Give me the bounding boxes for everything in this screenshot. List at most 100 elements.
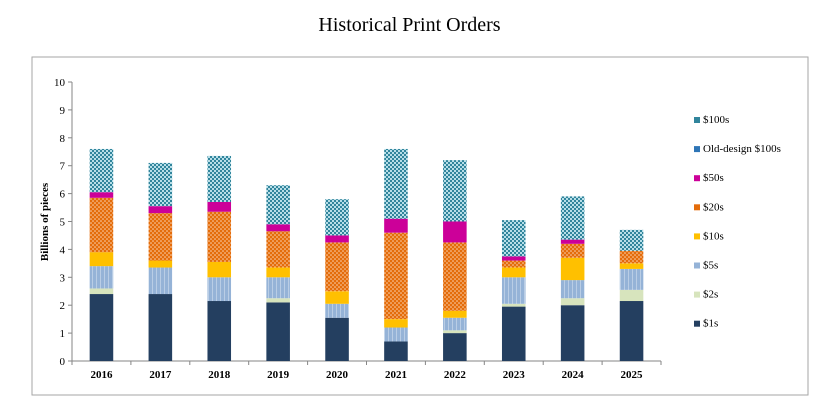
bar-segment-100s <box>266 185 290 225</box>
bar-segment-10s <box>443 310 467 318</box>
y-tick-label: 1 <box>60 328 66 340</box>
y-tick-label: 3 <box>60 272 66 284</box>
bar-segment-1s <box>560 305 585 361</box>
legend-label-100s: $100s <box>703 114 729 126</box>
bar-segment-10s <box>560 257 585 281</box>
legend-label-50s: $50s <box>703 172 724 184</box>
bar-segment-2s <box>443 330 467 334</box>
bar-segment-50s <box>89 192 114 198</box>
bar-segment-100s <box>207 155 232 202</box>
bar-segment-10s <box>89 252 114 267</box>
bar-segment-1s <box>501 306 526 361</box>
x-tick-label: 2018 <box>208 369 231 381</box>
bar-stack-2019 <box>266 185 290 361</box>
bar-segment-10s <box>384 319 408 328</box>
bar-segment-20s <box>443 242 467 311</box>
bar-segment-5s <box>266 277 290 299</box>
x-tick-label: 2023 <box>503 369 526 381</box>
y-tick-label: 5 <box>60 217 66 229</box>
bar-segment-100s <box>325 199 349 236</box>
x-tick-label: 2021 <box>385 369 407 381</box>
bar-segment-5s <box>501 277 526 304</box>
bar-segment-2s <box>560 298 585 306</box>
y-tick-label: 10 <box>54 77 66 89</box>
legend-swatch-5s <box>694 262 700 269</box>
bar-segment-5s <box>443 317 467 331</box>
chart-frame <box>31 56 809 396</box>
bar-segment-5s <box>207 277 232 302</box>
bar-stack-2025 <box>619 229 644 361</box>
bar-segment-50s <box>148 206 173 214</box>
bar-segment-10s <box>619 263 644 269</box>
bar-segment-1s <box>619 301 644 361</box>
bar-stack-2020 <box>325 199 349 361</box>
bar-segment-5s <box>148 267 173 295</box>
y-tick-label: 6 <box>60 189 66 201</box>
bar-segment-10s <box>266 267 290 278</box>
bar-segment-1s <box>148 294 173 361</box>
bar-segment-100s <box>501 220 526 257</box>
bar-segment-2s <box>89 288 114 295</box>
bar-segment-100s <box>560 196 585 240</box>
bar-segment-5s <box>384 327 408 342</box>
chart-title: Historical Print Orders <box>318 14 501 36</box>
bar-segment-100s <box>619 229 644 251</box>
bar-segment-50s <box>325 235 349 243</box>
bar-segment-1s <box>384 341 408 361</box>
bar-segment-100s <box>89 148 114 193</box>
bar-stack-2016 <box>89 148 114 361</box>
bar-segment-5s <box>560 280 585 299</box>
bar-segment-50s <box>207 201 232 212</box>
x-tick-label: 2019 <box>267 369 290 381</box>
bar-segment-20s <box>501 260 526 268</box>
bar-segment-100s <box>148 162 173 207</box>
legend-label-2s: $2s <box>703 289 718 301</box>
y-tick-label: 4 <box>60 244 66 256</box>
bar-stack-2018 <box>207 155 232 361</box>
bar-stack-2024 <box>560 196 585 361</box>
bar-stack-2022 <box>443 160 467 361</box>
bar-segment-5s <box>89 266 114 289</box>
bar-segment-1s <box>207 301 232 361</box>
bars <box>89 148 644 361</box>
bar-segment-20s <box>560 243 585 258</box>
bar-segment-10s <box>501 267 526 278</box>
x-tick-label: 2024 <box>562 369 585 381</box>
legend-swatch-old-design-100s <box>694 146 700 153</box>
legend-swatch-1s <box>694 320 700 327</box>
bar-segment-20s <box>207 211 232 262</box>
bar-segment-1s <box>325 317 349 361</box>
bar-segment-50s <box>443 221 467 243</box>
legend-label-20s: $20s <box>703 201 724 213</box>
bar-stack-2017 <box>148 162 173 361</box>
y-tick-label: 2 <box>60 300 66 312</box>
y-tick-label: 8 <box>60 133 66 145</box>
bar-segment-20s <box>384 232 408 320</box>
bar-segment-5s <box>325 303 349 318</box>
legend-swatch-10s <box>694 233 700 240</box>
bar-segment-20s <box>148 213 173 261</box>
legend: $100s Old-design $100s $50s $20s $10s $5s $2s $… <box>694 114 781 330</box>
bar-segment-2s <box>266 298 290 303</box>
bar-segment-20s <box>325 242 349 292</box>
x-tick-label: 2020 <box>326 369 349 381</box>
bar-segment-1s <box>266 302 290 361</box>
bar-segment-100s <box>443 160 467 222</box>
bar-segment-10s <box>325 291 349 304</box>
bar-stack-2023 <box>501 220 526 361</box>
legend-label-old-design-100s: Old-design $100s <box>703 143 781 155</box>
bar-segment-2s <box>619 289 644 302</box>
legend-label-5s: $5s <box>703 260 718 272</box>
bar-segment-20s <box>89 197 114 253</box>
bar-segment-50s <box>266 224 290 232</box>
legend-swatch-50s <box>694 175 700 182</box>
bar-segment-50s <box>501 256 526 261</box>
x-tick-label: 2017 <box>149 369 172 381</box>
bar-segment-20s <box>266 231 290 268</box>
legend-label-10s: $10s <box>703 230 724 242</box>
y-tick-label: 7 <box>60 161 66 173</box>
bar-segment-100s <box>384 148 408 219</box>
bar-segment-20s <box>619 250 644 264</box>
